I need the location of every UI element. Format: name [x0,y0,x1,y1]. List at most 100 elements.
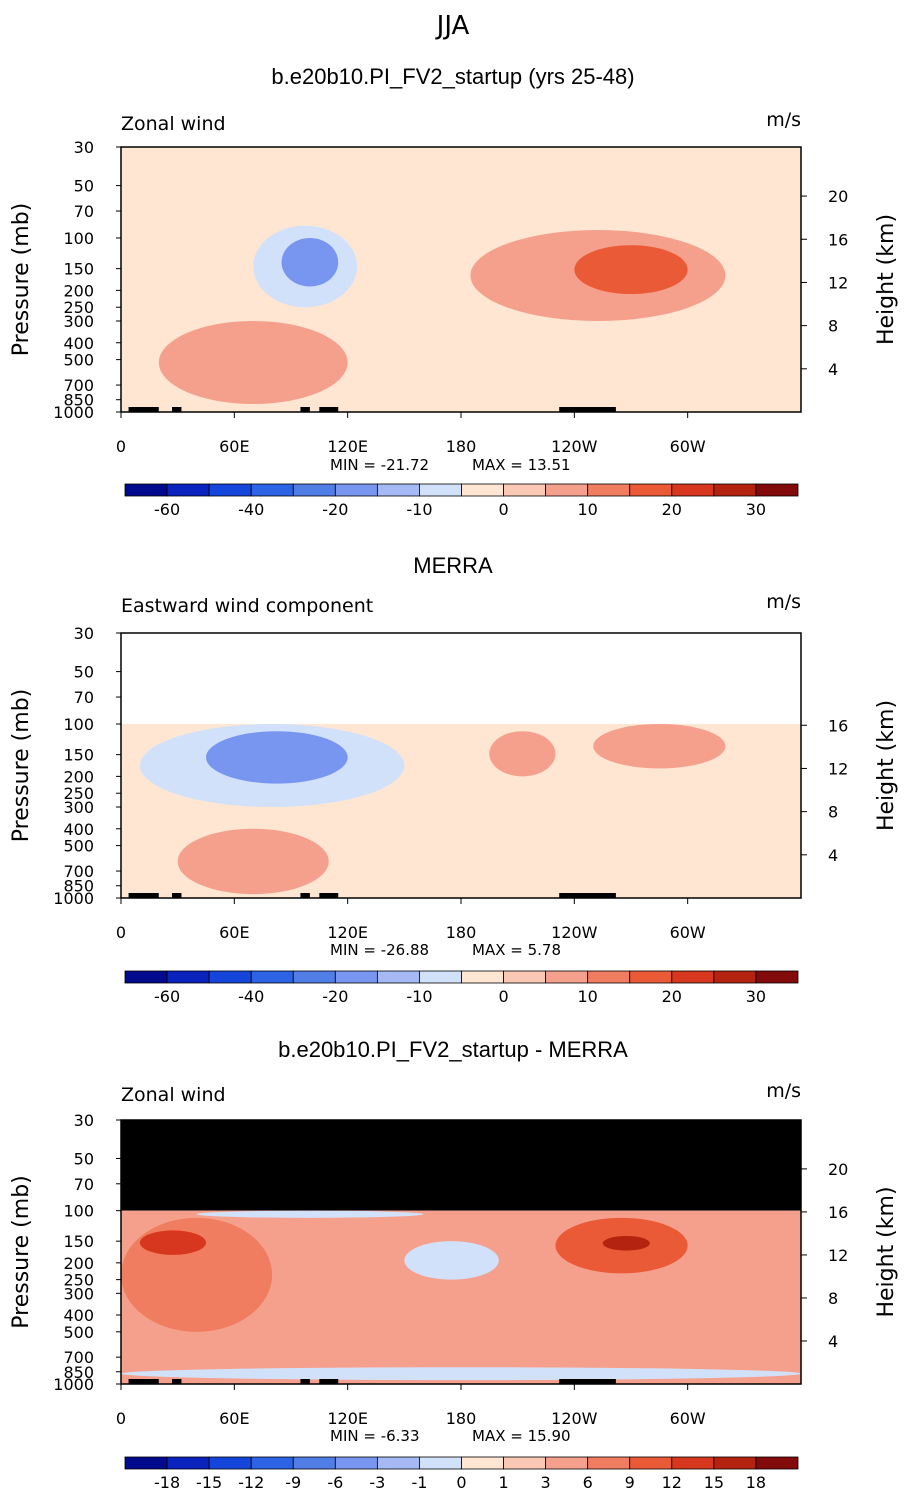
pressure-tick-label: 1000 [53,1375,94,1394]
colorbar-swatch [376,970,420,984]
colorbar-swatch [713,1456,757,1470]
colorbar-label: -18 [154,1473,180,1492]
height-tick-label: 4 [828,846,838,865]
lon-tick-label: 180 [446,923,477,942]
colorbar-label: -40 [238,987,264,1006]
lon-tick-label: 180 [446,1409,477,1428]
topography [128,407,159,412]
contour-negative [281,237,339,287]
colorbar-swatch [461,970,504,984]
colorbar-label: 0 [498,500,508,519]
colorbar: -60 -40 -20 -10 0 10 20 30 [124,970,799,1006]
height-tick-label: 16 [828,1203,848,1222]
pressure-tick-label: 850 [63,391,94,410]
pressure-tick-label: 850 [63,877,94,896]
min-label: MIN = -26.88 [330,941,429,959]
colorbar-label: 0 [498,987,508,1006]
colorbar-label: -60 [154,987,180,1006]
colorbar-swatch [587,970,631,984]
height-tick-label: 12 [828,273,848,292]
topography [128,1379,159,1384]
topography [300,893,310,898]
main-title: JJA [435,11,470,41]
lon-tick-label: 120W [551,923,598,942]
colorbar-swatch [503,970,547,984]
pressure-tick-label: 100 [63,229,94,248]
contour-positive [593,723,726,769]
colorbar-swatch [755,483,799,497]
contour-positive [158,321,348,405]
contour-negative [196,1210,424,1218]
colorbar-swatch [292,483,336,497]
colorbar-swatch [671,483,715,497]
colorbar-swatch [292,970,336,984]
colorbar-label: -12 [238,1473,264,1492]
max-label: MAX = 13.51 [472,456,571,474]
colorbar-label: -20 [322,987,348,1006]
pressure-tick-label: 200 [63,1254,94,1273]
colorbar-swatch [166,483,210,497]
pressure-tick-label: 50 [74,1149,94,1168]
contour-negative [206,731,348,784]
colorbar-swatch [545,970,589,984]
colorbar-swatch [208,483,252,497]
height-axis-label: Height (km) [874,700,899,831]
topography [172,893,182,898]
height-tick-label: 16 [828,716,848,735]
colorbar-label: -40 [238,500,264,519]
pressure-tick-label: 250 [63,784,94,803]
contour-positive [139,1230,206,1255]
pressure-tick-label: 700 [63,1348,94,1367]
colorbar-label: 12 [662,1473,682,1492]
pressure-tick-label: 400 [63,1306,94,1325]
colorbar-swatch [461,483,504,497]
colorbar-label: -60 [154,500,180,519]
colorbar-swatch [671,970,715,984]
lon-tick-label: 120E [327,437,368,456]
colorbar-swatch [503,483,547,497]
colorbar-swatch [713,970,757,984]
colorbar-swatch [419,483,462,497]
pressure-tick-label: 50 [74,177,94,196]
units-label: m/s [766,591,801,613]
pressure-tick-label: 150 [63,1232,94,1251]
lon-tick-label: 0 [116,1409,126,1428]
height-tick-label: 8 [828,803,838,822]
colorbar-swatch [166,1456,210,1470]
colorbar-swatch [208,970,252,984]
height-tick-label: 20 [828,187,848,206]
colorbar-swatch [124,483,168,497]
colorbar-label: -10 [406,500,432,519]
colorbar-swatch [545,483,589,497]
units-label: m/s [766,1080,801,1102]
height-tick-label: 4 [828,360,838,379]
pressure-tick-label: 100 [63,715,94,734]
pressure-tick-label: 1000 [53,403,94,422]
topography [319,893,339,898]
colorbar-label: 18 [746,1473,766,1492]
contour-positive [177,828,329,895]
field-features [121,192,801,412]
colorbar-swatch [755,1456,799,1470]
colorbar-swatch [334,1456,378,1470]
lon-tick-label: 60W [670,1409,706,1428]
panel-1: b.e20b10.PI_FV2_startup (yrs 25-48) Zonal… [9,64,899,519]
pressure-tick-label: 1000 [53,889,94,908]
pressure-tick-label: 700 [63,376,94,395]
pressure-tick-label: 300 [63,312,94,331]
colorbar-swatch [671,1456,715,1470]
max-label: MAX = 15.90 [472,1427,571,1445]
panel-title: MERRA [413,553,493,578]
pressure-tick-label: 300 [63,798,94,817]
colorbar-label: -1 [411,1473,427,1492]
min-label: MIN = -21.72 [330,456,429,474]
pressure-tick-label: 400 [63,334,94,353]
topography [319,1379,339,1384]
lon-tick-label: 120E [327,1409,368,1428]
colorbar-label: 10 [578,500,598,519]
colorbar-label: 30 [746,987,766,1006]
colorbar-swatch [629,970,673,984]
colorbar-label: 20 [662,500,682,519]
lon-tick-label: 180 [446,437,477,456]
